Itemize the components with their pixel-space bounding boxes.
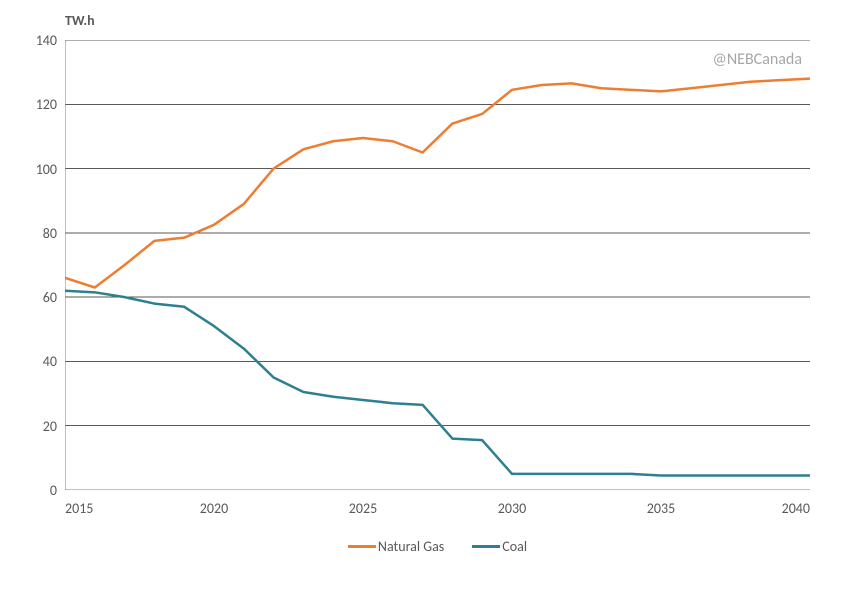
x-tick-label: 2025 [333,500,393,517]
y-tick-label: 120 [17,96,57,113]
legend-item: Coal [472,538,527,555]
y-tick-label: 20 [17,418,57,435]
legend-item: Natural Gas [348,538,444,555]
chart-container: TW.h @NEBCanada 020406080100120140 20152… [0,0,846,604]
legend-swatch [348,545,376,548]
y-tick-label: 60 [17,289,57,306]
y-tick-label: 140 [17,32,57,49]
y-tick-label: 40 [17,353,57,370]
legend-label: Coal [502,538,527,555]
x-tick-label: 2030 [482,500,542,517]
x-tick-label: 2015 [65,500,125,517]
y-tick-label: 100 [17,161,57,178]
chart-legend: Natural Gas Coal [65,538,810,555]
annotation-watermark: @NEBCanada [713,50,802,69]
x-tick-label: 2035 [631,500,691,517]
series-line [65,291,810,476]
y-tick-label: 0 [17,482,57,499]
series-line [65,79,810,288]
chart-plot-area [65,40,810,490]
x-tick-label: 2020 [184,500,244,517]
legend-label: Natural Gas [378,538,444,555]
x-tick-label: 2040 [750,500,810,517]
y-tick-label: 80 [17,225,57,242]
legend-swatch [472,545,500,548]
y-axis-title: TW.h [65,12,95,29]
